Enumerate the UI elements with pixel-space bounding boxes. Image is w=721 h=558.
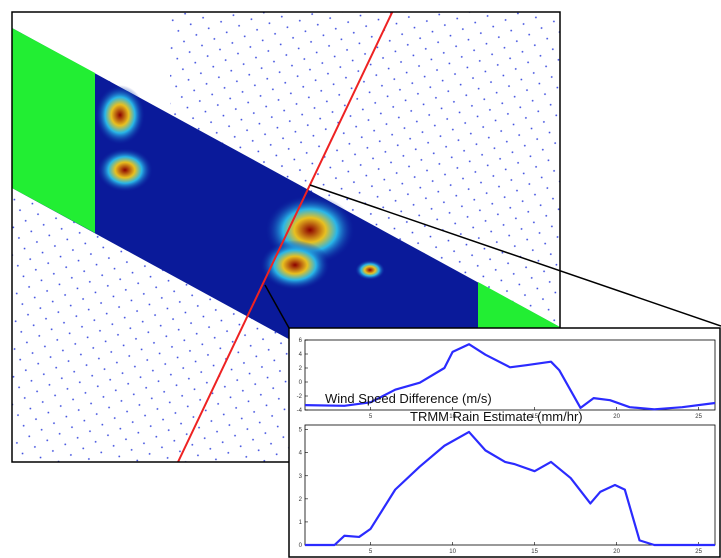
figure: -4-20246510152025Wind Speed Difference (… [0, 0, 721, 558]
plot-title: Wind Speed Difference (m/s) [325, 391, 492, 406]
x-tick-label: 15 [531, 549, 538, 555]
x-tick-label: 25 [695, 549, 702, 555]
y-tick-label: -2 [297, 394, 303, 400]
inset [289, 328, 720, 557]
plot-title: TRMM Rain Estimate (mm/hr) [410, 409, 583, 424]
y-tick-label: -4 [297, 408, 303, 414]
x-tick-label: 20 [613, 549, 620, 555]
x-tick-label: 20 [613, 414, 620, 420]
x-tick-label: 25 [695, 414, 702, 420]
x-tick-label: 10 [449, 549, 456, 555]
